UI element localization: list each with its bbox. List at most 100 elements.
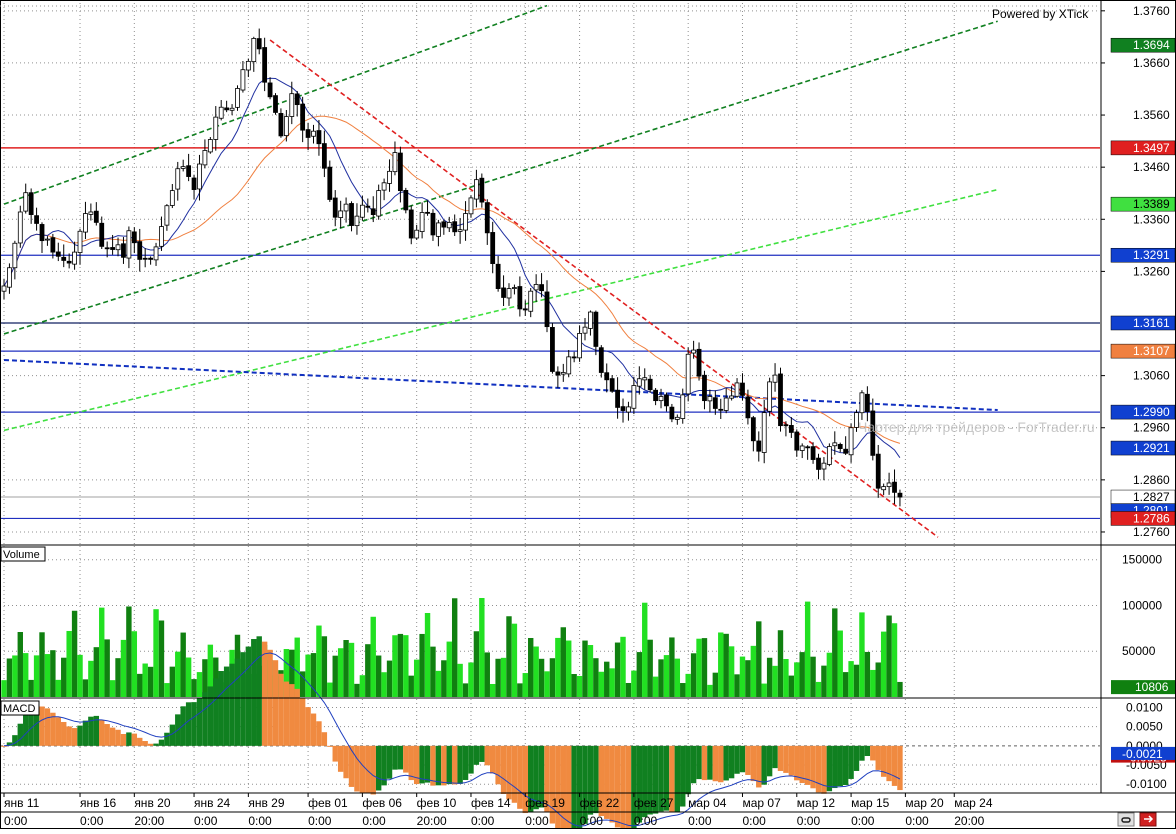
macd-bar xyxy=(348,745,355,787)
macd-bar xyxy=(794,745,800,781)
macd-bar xyxy=(680,745,686,807)
macd-bar xyxy=(571,745,577,834)
candle-body xyxy=(468,197,474,215)
macd-bar xyxy=(403,745,409,773)
macd-bar xyxy=(832,745,838,789)
candle-body xyxy=(577,333,582,359)
volume-bar xyxy=(93,647,100,697)
volume-bar xyxy=(213,657,219,697)
volume-bar xyxy=(457,663,463,697)
candle-body xyxy=(207,139,213,153)
candle-body xyxy=(560,372,566,375)
volume-bar xyxy=(576,675,583,697)
volume-bar xyxy=(50,650,56,697)
candle-body xyxy=(229,107,235,111)
candle-body xyxy=(772,374,778,383)
level-label-box xyxy=(1110,140,1176,156)
macd-bar xyxy=(413,745,420,785)
macd-bar xyxy=(126,732,132,746)
candle-body xyxy=(278,113,284,137)
macd-bar xyxy=(538,745,545,808)
macd-bar xyxy=(365,745,371,794)
macd-bar xyxy=(191,702,197,746)
macd-bar xyxy=(739,745,746,773)
watermark: Чартер для трейдеров - ForTrader.ru xyxy=(858,419,1095,435)
candle-body xyxy=(99,222,105,247)
macd-bar xyxy=(826,745,833,792)
x-tick-label: мар 15 xyxy=(851,796,890,810)
candle-body xyxy=(501,287,506,298)
candle-body xyxy=(484,202,490,234)
macd-bar xyxy=(544,745,550,813)
level-label-box xyxy=(1110,404,1176,420)
volume-bar xyxy=(207,644,214,697)
time-tick-label: 0:00 xyxy=(471,814,495,828)
macd-bar xyxy=(734,745,740,774)
volume-bar xyxy=(593,658,599,697)
candle-body xyxy=(479,177,485,203)
macd-bar xyxy=(44,708,51,746)
macd-bar xyxy=(424,745,431,783)
macd-bar xyxy=(1,745,7,747)
trendline xyxy=(3,188,998,432)
volume-bar xyxy=(202,659,208,697)
candle-body xyxy=(202,150,208,166)
candle-body xyxy=(756,440,762,452)
candle-body xyxy=(512,287,517,289)
y-tick-label: 1.2860 xyxy=(1133,473,1170,487)
candle-body xyxy=(7,267,12,288)
macd-bar xyxy=(473,745,480,765)
volume-bar xyxy=(332,655,338,697)
candle-body xyxy=(39,224,45,242)
y-tick-label: 1.3760 xyxy=(1133,4,1170,18)
macd-bar xyxy=(109,727,116,746)
macd-bar xyxy=(137,737,143,746)
y-axis: 1.3760 1.3660 1.3560 1.3460 1.3360 1.3260 1.30… xyxy=(1101,4,1176,791)
candle-body xyxy=(414,229,420,239)
time-tick-label: 0:00 xyxy=(580,814,604,828)
candle-body xyxy=(403,190,409,211)
volume-bar xyxy=(511,623,518,697)
macd-histogram xyxy=(1,636,903,834)
volume-bar xyxy=(468,662,474,697)
candle-body xyxy=(864,393,870,412)
macd-bar xyxy=(658,745,664,812)
candle-body xyxy=(859,392,865,414)
volume-bar xyxy=(370,616,376,697)
y-tick-label: 1.3360 xyxy=(1133,212,1170,226)
trendline xyxy=(3,20,998,335)
link-icon[interactable] xyxy=(1117,812,1135,827)
candle-body xyxy=(875,453,881,489)
macd-bar xyxy=(6,742,13,746)
macd-bar xyxy=(397,745,404,770)
candle-body xyxy=(338,210,344,218)
macd-bar xyxy=(560,745,566,834)
macd-bar xyxy=(804,745,811,785)
candle-body xyxy=(72,251,77,265)
candle-body xyxy=(636,378,642,387)
time-tick-label: 0:00 xyxy=(248,814,272,828)
macd-bar xyxy=(305,707,311,746)
candle-body xyxy=(832,442,838,447)
volume-bar xyxy=(99,607,105,697)
horizontal-levels xyxy=(0,147,1100,520)
volume-bar xyxy=(495,658,501,697)
candle-body xyxy=(805,446,811,449)
time-tick-label: 0:00 xyxy=(851,814,875,828)
candle-body xyxy=(17,211,23,244)
volume-bar xyxy=(419,633,425,697)
x-tick-label: мар 24 xyxy=(954,796,993,810)
candle-body xyxy=(718,408,724,411)
volume-bar xyxy=(859,612,865,697)
macd-bar xyxy=(120,733,127,746)
level-label-box xyxy=(1110,343,1176,359)
macd-bar xyxy=(864,745,871,757)
candle-body xyxy=(321,143,327,169)
macd-bar xyxy=(39,706,45,746)
macd-bar xyxy=(859,745,865,761)
macd-bar xyxy=(511,745,518,803)
macd-signal-line xyxy=(3,652,901,827)
macd-bar xyxy=(495,745,501,785)
candle-body xyxy=(653,389,658,402)
